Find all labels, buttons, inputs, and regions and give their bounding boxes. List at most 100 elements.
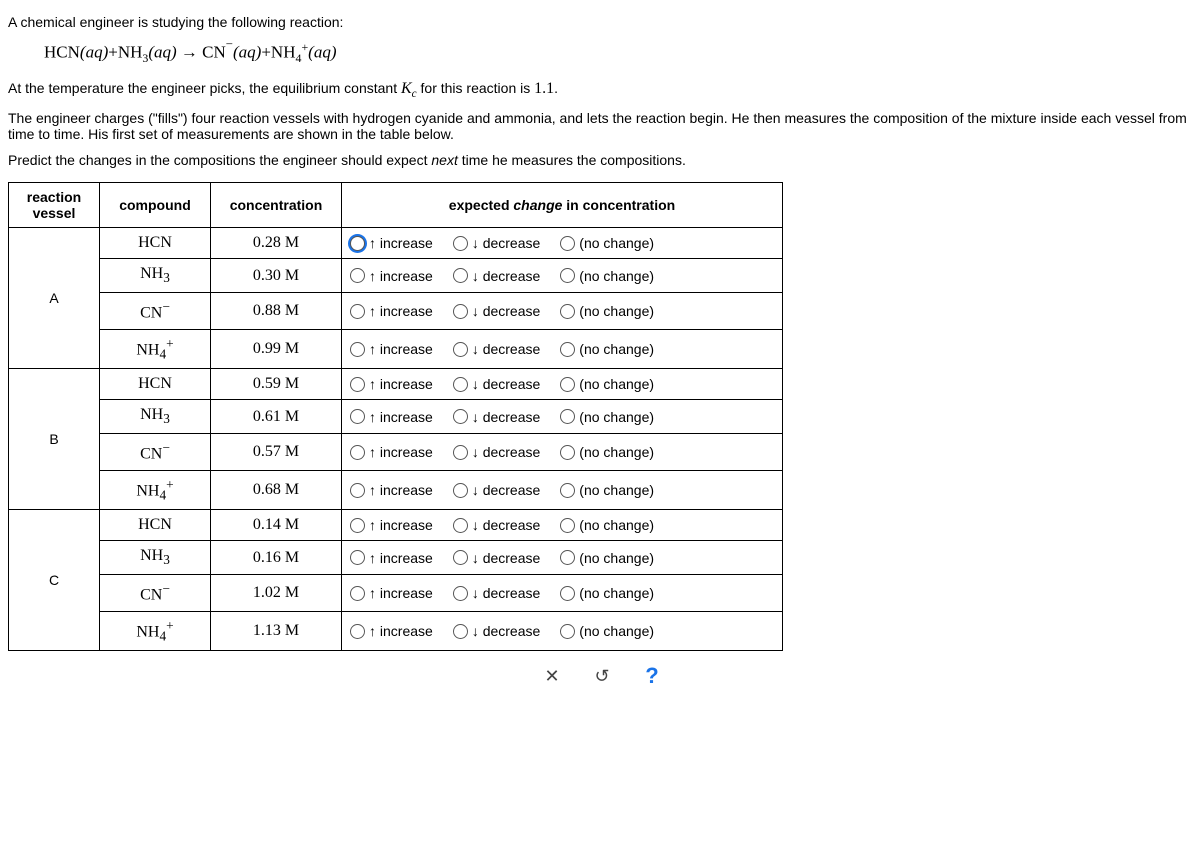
radio-nochange[interactable]: (no change) [560, 482, 654, 498]
radio-nochange[interactable]: (no change) [560, 235, 654, 251]
vessel-label: A [9, 228, 100, 369]
intro-line-1: A chemical engineer is studying the foll… [8, 14, 1192, 30]
radio-icon[interactable] [453, 268, 468, 283]
header-concentration: concentration [211, 183, 342, 228]
change-cell: ↑ increase ↓ decrease (no change) [342, 611, 783, 651]
reset-button[interactable]: ↺ [588, 663, 616, 689]
radio-icon[interactable] [350, 342, 365, 357]
radio-nochange[interactable]: (no change) [560, 341, 654, 357]
radio-icon[interactable] [453, 445, 468, 460]
concentration-cell: 0.30 M [211, 259, 342, 293]
radio-label: ↓ decrease [472, 444, 540, 460]
radio-increase[interactable]: ↑ increase [350, 235, 433, 251]
radio-icon[interactable] [350, 624, 365, 639]
radio-increase[interactable]: ↑ increase [350, 303, 433, 319]
radio-icon[interactable] [560, 518, 575, 533]
radio-icon[interactable] [560, 342, 575, 357]
radio-icon[interactable] [453, 586, 468, 601]
radio-increase[interactable]: ↑ increase [350, 623, 433, 639]
change-cell: ↑ increase ↓ decrease (no change) [342, 228, 783, 259]
radio-nochange[interactable]: (no change) [560, 623, 654, 639]
radio-icon[interactable] [560, 586, 575, 601]
radio-icon[interactable] [453, 377, 468, 392]
radio-icon[interactable] [560, 550, 575, 565]
radio-decrease[interactable]: ↓ decrease [453, 376, 540, 392]
radio-icon[interactable] [350, 445, 365, 460]
radio-icon[interactable] [453, 518, 468, 533]
compound-cell: NH4+ [100, 329, 211, 369]
help-button[interactable]: ? [638, 663, 666, 689]
radio-decrease[interactable]: ↓ decrease [453, 303, 540, 319]
radio-icon[interactable] [560, 268, 575, 283]
radio-increase[interactable]: ↑ increase [350, 444, 433, 460]
radio-nochange[interactable]: (no change) [560, 303, 654, 319]
radio-label: ↑ increase [369, 235, 433, 251]
radio-icon[interactable] [560, 304, 575, 319]
radio-nochange[interactable]: (no change) [560, 585, 654, 601]
radio-label: ↓ decrease [472, 303, 540, 319]
compound-cell: HCN [100, 510, 211, 541]
radio-icon[interactable] [453, 304, 468, 319]
radio-decrease[interactable]: ↓ decrease [453, 409, 540, 425]
radio-decrease[interactable]: ↓ decrease [453, 517, 540, 533]
change-cell: ↑ increase ↓ decrease (no change) [342, 470, 783, 510]
radio-label: ↑ increase [369, 550, 433, 566]
radio-decrease[interactable]: ↓ decrease [453, 482, 540, 498]
radio-icon[interactable] [560, 236, 575, 251]
radio-icon[interactable] [453, 550, 468, 565]
radio-nochange[interactable]: (no change) [560, 444, 654, 460]
radio-nochange[interactable]: (no change) [560, 268, 654, 284]
radio-increase[interactable]: ↑ increase [350, 517, 433, 533]
radio-icon[interactable] [453, 236, 468, 251]
radio-icon[interactable] [350, 377, 365, 392]
radio-icon[interactable] [453, 342, 468, 357]
radio-icon[interactable] [560, 377, 575, 392]
radio-increase[interactable]: ↑ increase [350, 585, 433, 601]
concentration-cell: 0.14 M [211, 510, 342, 541]
radio-label: (no change) [579, 341, 654, 357]
radio-decrease[interactable]: ↓ decrease [453, 235, 540, 251]
radio-icon[interactable] [453, 624, 468, 639]
radio-icon[interactable] [350, 518, 365, 533]
radio-label: (no change) [579, 550, 654, 566]
radio-increase[interactable]: ↑ increase [350, 482, 433, 498]
radio-increase[interactable]: ↑ increase [350, 550, 433, 566]
radio-decrease[interactable]: ↓ decrease [453, 623, 540, 639]
radio-increase[interactable]: ↑ increase [350, 268, 433, 284]
radio-decrease[interactable]: ↓ decrease [453, 444, 540, 460]
radio-icon[interactable] [453, 483, 468, 498]
radio-icon[interactable] [560, 483, 575, 498]
radio-icon[interactable] [350, 586, 365, 601]
radio-label: ↓ decrease [472, 341, 540, 357]
radio-nochange[interactable]: (no change) [560, 550, 654, 566]
radio-increase[interactable]: ↑ increase [350, 341, 433, 357]
radio-icon[interactable] [350, 550, 365, 565]
radio-icon[interactable] [560, 409, 575, 424]
radio-decrease[interactable]: ↓ decrease [453, 341, 540, 357]
radio-icon[interactable] [350, 236, 365, 251]
concentration-cell: 1.13 M [211, 611, 342, 651]
clear-button[interactable]: ✕ [538, 663, 566, 689]
radio-nochange[interactable]: (no change) [560, 376, 654, 392]
radio-icon[interactable] [453, 409, 468, 424]
radio-increase[interactable]: ↑ increase [350, 376, 433, 392]
radio-label: (no change) [579, 585, 654, 601]
compound-cell: NH4+ [100, 611, 211, 651]
radio-icon[interactable] [350, 483, 365, 498]
radio-nochange[interactable]: (no change) [560, 409, 654, 425]
table-row: NH30.16 M↑ increase↓ decrease(no change) [9, 541, 783, 575]
radio-decrease[interactable]: ↓ decrease [453, 550, 540, 566]
radio-decrease[interactable]: ↓ decrease [453, 585, 540, 601]
table-row: BHCN0.59 M↑ increase↓ decrease(no change… [9, 369, 783, 400]
radio-icon[interactable] [560, 624, 575, 639]
radio-nochange[interactable]: (no change) [560, 517, 654, 533]
header-compound: compound [100, 183, 211, 228]
radio-decrease[interactable]: ↓ decrease [453, 268, 540, 284]
radio-increase[interactable]: ↑ increase [350, 409, 433, 425]
change-cell: ↑ increase ↓ decrease (no change) [342, 293, 783, 329]
radio-icon[interactable] [350, 268, 365, 283]
radio-icon[interactable] [560, 445, 575, 460]
radio-label: ↑ increase [369, 517, 433, 533]
radio-icon[interactable] [350, 304, 365, 319]
radio-icon[interactable] [350, 409, 365, 424]
